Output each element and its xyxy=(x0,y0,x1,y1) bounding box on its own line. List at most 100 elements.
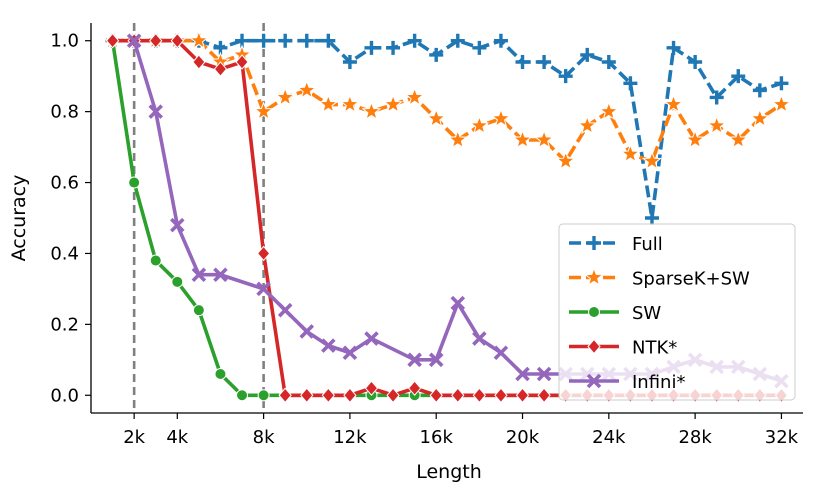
data-point-sparsek-sw xyxy=(749,108,770,128)
data-point-infini xyxy=(256,281,271,297)
data-point-sparsek-sw xyxy=(188,30,209,50)
data-point-sparsek-sw xyxy=(491,108,511,128)
data-point-full xyxy=(752,83,767,98)
data-point-infini xyxy=(299,324,315,339)
data-point-ntk xyxy=(494,387,508,404)
x-ticks: 2k 4k 8k 12k 16k 20k 24k 28k 32k xyxy=(123,413,799,448)
data-point-sparsek-sw xyxy=(275,87,296,106)
legend-label-infini: Infini* xyxy=(632,372,685,393)
y-tick-label: 0.8 xyxy=(50,102,79,123)
y-ticks: 0.0 0.2 0.4 0.6 0.8 1.0 xyxy=(50,31,91,406)
data-point-sparsek-sw xyxy=(253,101,274,121)
data-point-ntk xyxy=(407,380,422,396)
legend: Full SparseK+SW SW NTK* Infini* xyxy=(558,223,796,401)
data-point-sw xyxy=(214,368,227,380)
data-point-full xyxy=(623,76,638,91)
data-point-sparsek-sw xyxy=(534,129,555,149)
data-point-full xyxy=(342,55,357,69)
y-tick-label: 0.0 xyxy=(50,385,79,406)
data-point-ntk xyxy=(105,32,120,49)
legend-entry-ntk: NTK* xyxy=(569,338,677,359)
data-point-ntk xyxy=(537,387,551,404)
data-point-sparsek-sw xyxy=(771,94,792,113)
data-point-sparsek-sw xyxy=(685,129,706,149)
data-point-infini xyxy=(450,295,466,311)
axes xyxy=(90,23,803,414)
data-point-sparsek-sw xyxy=(340,94,360,113)
x-tick-label: 16k xyxy=(420,427,454,448)
data-point-ntk xyxy=(170,32,184,49)
legend-entry-full: Full xyxy=(569,234,663,255)
data-point-sw xyxy=(128,176,141,189)
data-point-infini xyxy=(407,352,422,368)
data-point-sparsek-sw xyxy=(620,143,641,163)
data-point-sparsek-sw xyxy=(469,115,490,135)
y-tick-label: 0.6 xyxy=(50,173,79,194)
data-point-full xyxy=(364,40,379,55)
legend-marker-infini xyxy=(586,373,602,389)
data-point-sparsek-sw xyxy=(361,101,382,121)
y-tick-label: 0.4 xyxy=(50,243,79,264)
y-tick-label: 0.2 xyxy=(50,314,79,335)
data-point-full xyxy=(429,47,444,62)
data-point-full xyxy=(731,69,746,84)
data-point-ntk xyxy=(386,387,400,404)
data-point-sw xyxy=(192,304,205,317)
x-tick-label: 12k xyxy=(333,427,367,448)
data-point-infini xyxy=(536,366,552,382)
data-point-infini xyxy=(364,331,379,346)
x-tick-label: 8k xyxy=(253,427,275,448)
legend-label-full: Full xyxy=(632,234,663,255)
data-point-sparsek-sw xyxy=(512,129,533,149)
legend-marker-ntk xyxy=(587,338,601,355)
data-point-ntk xyxy=(451,387,465,404)
y-tick-label: 1.0 xyxy=(50,31,79,52)
data-point-sparsek-sw xyxy=(404,87,425,106)
data-point-sparsek-sw xyxy=(383,94,403,113)
data-point-infini xyxy=(321,338,336,353)
data-point-full xyxy=(450,33,465,48)
data-point-sparsek-sw xyxy=(728,129,749,149)
x-tick-label: 2k xyxy=(123,427,145,448)
data-point-ntk xyxy=(429,387,443,404)
data-point-full xyxy=(601,55,616,69)
data-point-full xyxy=(299,33,314,48)
x-tick-label: 4k xyxy=(166,427,188,448)
data-point-sparsek-sw xyxy=(577,115,598,135)
data-point-sw xyxy=(236,389,249,402)
data-point-sparsek-sw xyxy=(426,108,447,128)
data-point-full xyxy=(321,33,336,48)
legend-label-ntk: NTK* xyxy=(632,338,677,359)
data-point-ntk xyxy=(213,61,228,77)
data-point-infini xyxy=(515,366,530,382)
data-point-infini xyxy=(148,104,163,119)
data-point-sparsek-sw xyxy=(706,115,727,135)
data-point-infini xyxy=(213,267,228,282)
data-point-full xyxy=(278,33,293,48)
data-point-ntk xyxy=(278,387,292,404)
data-point-infini xyxy=(342,345,358,360)
data-point-infini xyxy=(277,302,293,318)
data-point-full xyxy=(407,33,422,48)
data-point-sparsek-sw xyxy=(663,94,684,113)
data-point-sparsek-sw xyxy=(555,150,576,170)
data-point-ntk xyxy=(235,54,249,70)
data-point-full xyxy=(709,90,724,105)
data-point-full xyxy=(580,47,595,62)
legend-marker-sparsek-sw xyxy=(584,267,604,286)
data-point-full xyxy=(493,33,508,48)
legend-entry-sw: SW xyxy=(569,303,661,324)
data-point-full xyxy=(256,33,271,48)
data-point-infini xyxy=(493,345,509,360)
data-point-full xyxy=(774,76,789,91)
data-point-ntk xyxy=(149,32,163,49)
data-point-sparsek-sw xyxy=(598,101,619,121)
vertical-reference-lines xyxy=(132,23,265,413)
y-axis-label: Accuracy xyxy=(8,175,30,262)
data-point-sparsek-sw xyxy=(296,79,317,99)
legend-box xyxy=(558,223,796,401)
data-point-ntk xyxy=(343,387,357,404)
data-point-infini xyxy=(126,33,142,49)
